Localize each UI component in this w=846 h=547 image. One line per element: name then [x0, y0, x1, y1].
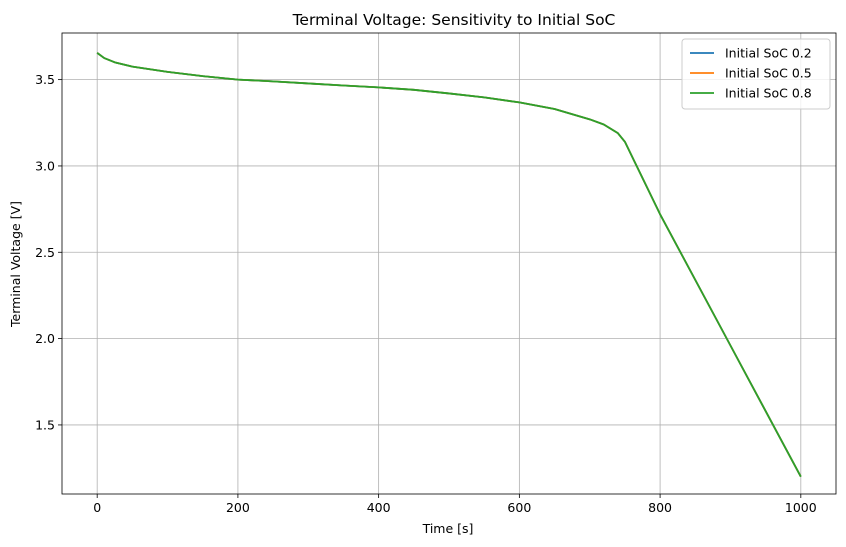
y-tick-label: 3.0 [35, 158, 55, 173]
legend-box [681, 38, 831, 110]
x-tick-label: 0 [93, 500, 101, 515]
x-tick-label: 800 [648, 500, 672, 515]
y-tick-label: 2.5 [35, 245, 55, 260]
x-axis-label: Time [s] [422, 521, 474, 536]
x-tick-label: 400 [367, 500, 391, 515]
legend-label: Initial SoC 0.5 [725, 66, 812, 81]
y-tick-label: 1.5 [35, 417, 55, 432]
series-line-3 [96, 52, 802, 478]
y-tick-label: 3.5 [35, 72, 55, 87]
y-axis-label: Terminal Voltage [V] [8, 201, 23, 328]
series-lines [96, 52, 802, 478]
y-axis-ticks: 1.5 2.0 2.5 3.0 3.5 [35, 72, 62, 432]
plot-frame [61, 32, 837, 495]
y-tick-label: 2.0 [35, 331, 55, 346]
legend-label: Initial SoC 0.8 [725, 86, 812, 101]
legend: Initial SoC 0.2 Initial SoC 0.5 Initial So… [681, 38, 831, 110]
x-tick-label: 1000 [785, 500, 817, 515]
x-tick-label: 200 [226, 500, 250, 515]
legend-label: Initial SoC 0.2 [725, 46, 812, 61]
x-axis-ticks: 0 200 400 600 800 1000 [93, 494, 817, 515]
x-tick-label: 600 [507, 500, 531, 515]
chart-title: Terminal Voltage: Sensitivity to Initial… [292, 11, 616, 29]
